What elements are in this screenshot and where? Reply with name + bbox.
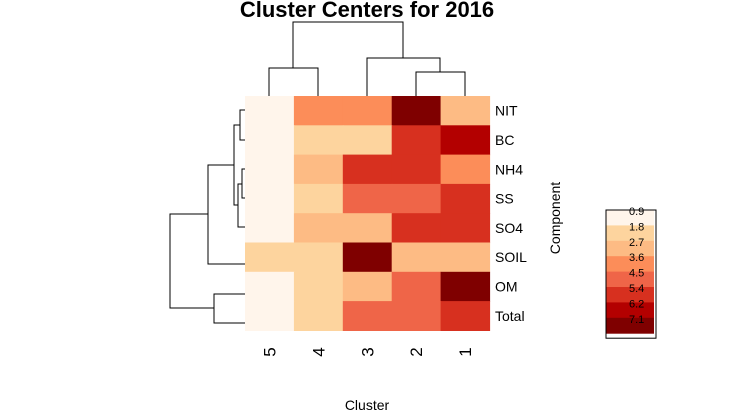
cell-bc-cluster-1	[440, 125, 491, 156]
row-dendro-link-om-total	[213, 293, 246, 324]
legend-swatch-1	[606, 210, 654, 226]
cell-total-cluster-2	[391, 301, 442, 331]
column-dendrogram	[268, 21, 466, 96]
legend-tick-label-7: 6.2	[629, 298, 644, 310]
cell-ss-cluster-4	[293, 183, 344, 214]
legend-swatch-8	[606, 317, 654, 334]
cell-total-cluster-1	[440, 301, 491, 331]
cell-om-cluster-2	[391, 271, 442, 302]
column-label-4: 4	[309, 347, 328, 356]
cell-nh4-cluster-4	[293, 154, 344, 185]
legend-tick-label-1: 0.9	[629, 206, 644, 218]
col-dendro-link-5-4	[268, 67, 319, 96]
cell-so4-cluster-1	[440, 213, 491, 244]
cell-so4-cluster-5	[245, 213, 295, 244]
row-label-total: Total	[495, 308, 525, 324]
cell-bc-cluster-3	[342, 125, 393, 156]
cell-bc-cluster-2	[391, 125, 442, 156]
y-axis-label: Component	[547, 182, 563, 254]
cell-soil-cluster-5	[245, 242, 295, 273]
row-label-soil: SOIL	[495, 249, 527, 265]
cell-total-cluster-3	[342, 301, 393, 331]
cell-total-cluster-5	[245, 301, 295, 331]
legend-tick-label-2: 1.8	[629, 221, 644, 233]
row-label-so4: SO4	[495, 220, 523, 236]
legend-tick-label-3: 2.7	[629, 237, 644, 249]
legend-frame	[605, 209, 657, 339]
cell-om-cluster-3	[342, 271, 393, 302]
column-labels: 5 4 3 2 1	[260, 347, 475, 356]
row-label-nh4: NH4	[495, 161, 523, 177]
row-label-om: OM	[495, 278, 518, 294]
cell-total-cluster-4	[293, 301, 344, 331]
legend-tick-label-5: 4.5	[629, 268, 644, 280]
row-dendro-link-upper	[233, 124, 240, 206]
cell-soil-cluster-4	[293, 242, 344, 273]
cell-nh4-cluster-5	[245, 154, 295, 185]
column-label-3: 3	[358, 347, 377, 356]
column-label-1: 1	[456, 347, 475, 356]
legend-tick-label-6: 5.4	[629, 283, 644, 295]
cell-soil-cluster-1	[440, 242, 491, 273]
legend-swatch-6	[606, 287, 654, 303]
cell-nh4-cluster-2	[391, 154, 442, 185]
cell-nit-cluster-4	[293, 96, 344, 126]
column-label-5: 5	[260, 347, 279, 356]
color-legend: 0.9 1.8 2.7 3.6 4.5 5.4 6.2 7.1	[605, 206, 657, 339]
col-dendro-link-3-21	[366, 57, 441, 96]
cell-om-cluster-5	[245, 271, 295, 302]
row-dendrogram	[169, 109, 246, 324]
cell-nit-cluster-1	[440, 96, 491, 126]
column-label-2: 2	[407, 347, 426, 356]
row-dendro-link-upper-soil	[207, 164, 246, 265]
chart-title: Cluster Centers for 2016	[240, 0, 494, 22]
legend-swatch-5	[606, 271, 654, 288]
cell-bc-cluster-5	[245, 125, 295, 156]
cell-so4-cluster-4	[293, 213, 344, 244]
cell-nit-cluster-2	[391, 96, 442, 126]
cell-ss-cluster-1	[440, 183, 491, 214]
cell-so4-cluster-3	[342, 213, 393, 244]
cell-ss-cluster-2	[391, 183, 442, 214]
cell-nh4-cluster-1	[440, 154, 491, 185]
cell-bc-cluster-4	[293, 125, 344, 156]
cell-nit-cluster-3	[342, 96, 393, 126]
legend-tick-label-8: 7.1	[629, 314, 644, 326]
row-label-nit: NIT	[495, 103, 518, 119]
cell-om-cluster-1	[440, 271, 491, 302]
cell-soil-cluster-3	[342, 242, 393, 273]
row-label-bc: BC	[495, 132, 514, 148]
col-dendro-root	[292, 21, 404, 68]
legend-swatch-2	[606, 225, 654, 242]
cell-ss-cluster-5	[245, 183, 295, 214]
cell-nh4-cluster-3	[342, 154, 393, 185]
row-labels: NIT BC NH4 SS SO4 SOIL OM Total	[495, 103, 527, 324]
legend-swatch-4	[606, 256, 654, 273]
cell-nit-cluster-5	[245, 96, 295, 126]
x-axis-label: Cluster	[345, 397, 390, 413]
row-dendro-root	[169, 213, 214, 309]
heatmap-cells	[245, 96, 491, 331]
cell-soil-cluster-2	[391, 242, 442, 273]
cell-om-cluster-4	[293, 271, 344, 302]
row-label-ss: SS	[495, 191, 514, 207]
cell-so4-cluster-2	[391, 213, 442, 244]
col-dendro-link-2-1	[415, 71, 466, 96]
legend-tick-label-4: 3.6	[629, 252, 644, 264]
legend-swatch-7	[606, 302, 654, 319]
cell-ss-cluster-3	[342, 183, 393, 214]
legend-swatch-3	[606, 240, 654, 257]
